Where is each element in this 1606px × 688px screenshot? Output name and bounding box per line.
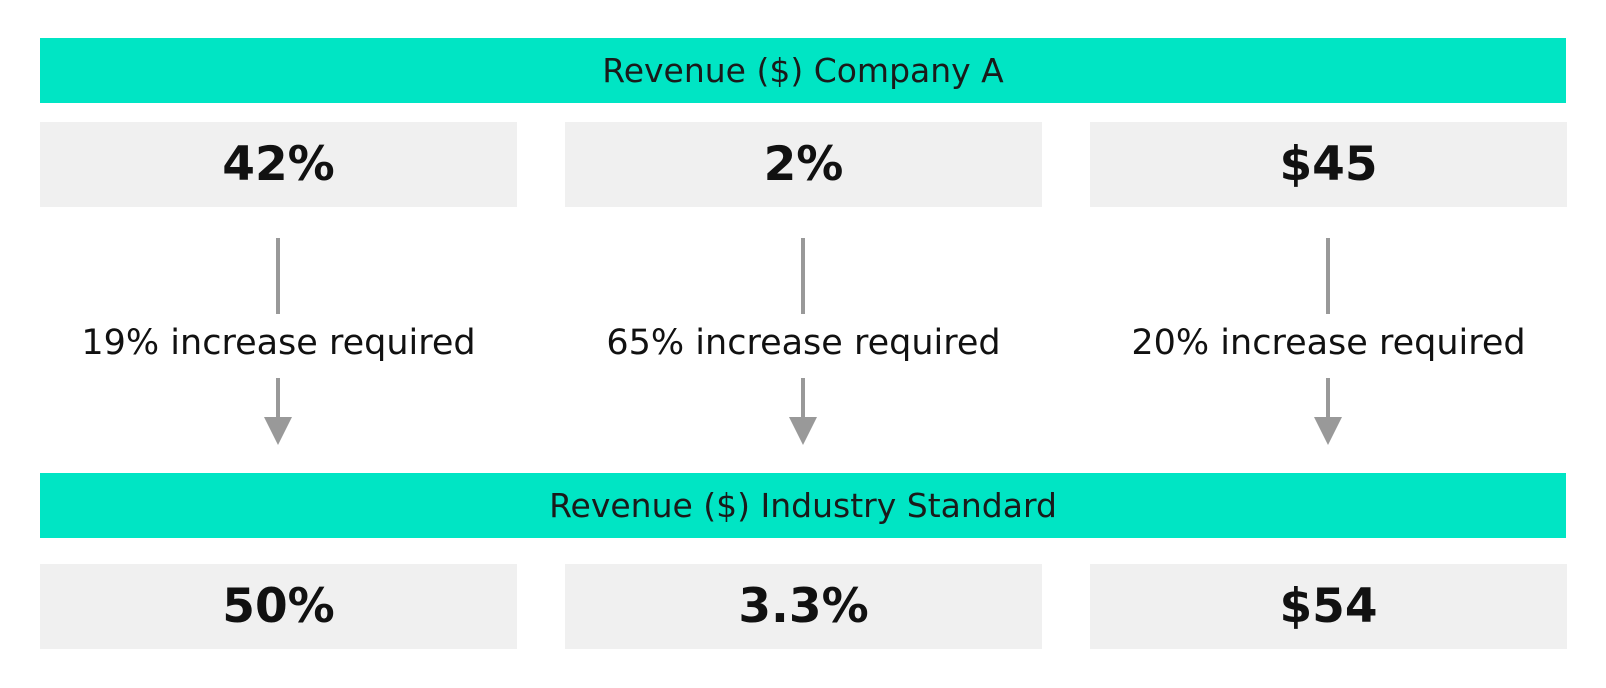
increase-label: 65% increase required — [606, 323, 1001, 363]
connector-line — [276, 238, 280, 314]
industry-value: $54 — [1279, 579, 1378, 634]
increase-label: 19% increase required — [81, 323, 476, 363]
company-a-banner-label: Revenue ($) Company A — [602, 51, 1004, 90]
connector-line — [276, 378, 280, 418]
industry-value: 50% — [222, 579, 335, 634]
industry-standard-banner-label: Revenue ($) Industry Standard — [549, 486, 1057, 525]
increase-connector: 65% increase required — [565, 236, 1042, 450]
increase-connector: 19% increase required — [40, 236, 517, 450]
down-arrow-icon — [1314, 417, 1342, 445]
down-arrow-icon — [264, 417, 292, 445]
industry-value-box: 3.3% — [565, 564, 1042, 649]
connector-line — [801, 378, 805, 418]
increase-label: 20% increase required — [1131, 323, 1526, 363]
company-value-box: 2% — [565, 122, 1042, 207]
connector-line — [1326, 378, 1330, 418]
increase-connector: 20% increase required — [1090, 236, 1567, 450]
company-a-banner: Revenue ($) Company A — [40, 38, 1566, 103]
industry-value: 3.3% — [738, 579, 869, 634]
industry-value-box: $54 — [1090, 564, 1567, 649]
industry-value-box: 50% — [40, 564, 517, 649]
company-value-box: $45 — [1090, 122, 1567, 207]
company-value-box: 42% — [40, 122, 517, 207]
down-arrow-icon — [789, 417, 817, 445]
company-value: 2% — [763, 137, 844, 192]
company-value: 42% — [222, 137, 335, 192]
connector-line — [1326, 238, 1330, 314]
industry-standard-banner: Revenue ($) Industry Standard — [40, 473, 1566, 538]
company-value: $45 — [1279, 137, 1378, 192]
connector-line — [801, 238, 805, 314]
